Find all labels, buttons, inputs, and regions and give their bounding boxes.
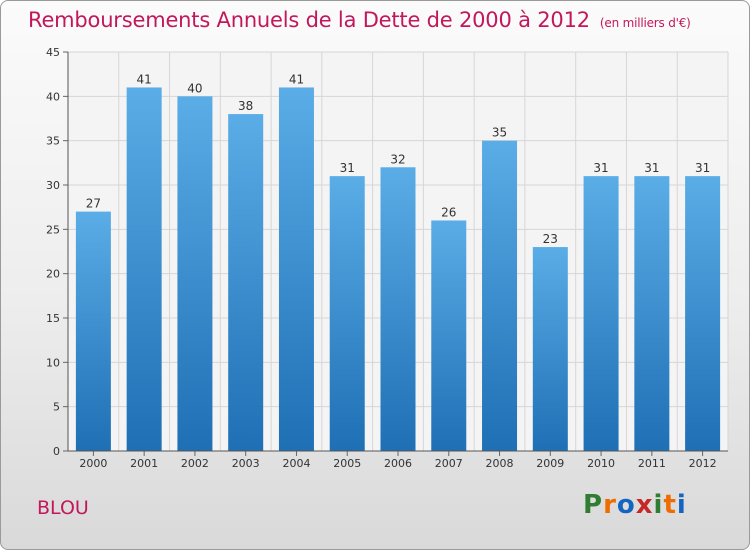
bar bbox=[228, 114, 264, 452]
logo-letter: i bbox=[676, 490, 687, 520]
x-tick-label: 2003 bbox=[232, 457, 260, 470]
data-label: 41 bbox=[289, 72, 304, 86]
x-tick-label: 2000 bbox=[79, 457, 107, 470]
logo-letter: x bbox=[635, 490, 654, 520]
data-label: 27 bbox=[86, 197, 101, 211]
x-tick-label: 2006 bbox=[384, 457, 412, 470]
y-tick-label: 45 bbox=[46, 46, 60, 59]
bar bbox=[380, 167, 416, 451]
bar bbox=[532, 247, 568, 451]
x-tick-label: 2012 bbox=[689, 457, 717, 470]
chart-title-text: Remboursements Annuels de la Dette de 20… bbox=[28, 8, 590, 32]
x-tick-label: 2009 bbox=[536, 457, 564, 470]
bar bbox=[329, 176, 365, 451]
bar bbox=[583, 176, 619, 451]
axes: 0 5 10 15 20 25 30 35 40 45 2000 2001 2002 2003 2004 20… bbox=[46, 46, 728, 470]
data-label: 35 bbox=[492, 126, 507, 140]
x-tick-label: 2010 bbox=[587, 457, 615, 470]
logo-letter: P bbox=[583, 490, 604, 520]
data-label: 41 bbox=[137, 72, 152, 86]
bar bbox=[685, 176, 721, 451]
y-tick-label: 20 bbox=[46, 268, 60, 281]
bar bbox=[482, 140, 518, 451]
y-tick-label: 5 bbox=[53, 401, 60, 414]
logo-letter: t bbox=[663, 490, 677, 520]
x-tick-label: 2002 bbox=[181, 457, 209, 470]
x-tick-label: 2005 bbox=[333, 457, 361, 470]
bars: 27 41 40 38 41 31 32 26 35 23 31 31 31 bbox=[75, 72, 721, 452]
x-tick-label: 2001 bbox=[130, 457, 158, 470]
bar bbox=[177, 96, 213, 451]
logo-letter: o bbox=[616, 490, 636, 520]
data-label: 31 bbox=[644, 161, 659, 175]
y-tick-label: 15 bbox=[46, 312, 60, 325]
chart-subtitle: (en milliers d'€) bbox=[599, 16, 691, 30]
commune-name: BLOU bbox=[37, 497, 89, 519]
data-label: 23 bbox=[543, 232, 558, 246]
bar bbox=[278, 87, 314, 451]
data-label: 31 bbox=[695, 161, 710, 175]
x-tick-label: 2011 bbox=[638, 457, 666, 470]
data-label: 38 bbox=[238, 99, 253, 113]
proxiti-logo: Proxiti bbox=[583, 490, 687, 520]
y-tick-label: 10 bbox=[46, 356, 60, 369]
y-tick-label: 0 bbox=[53, 445, 60, 458]
bar bbox=[126, 87, 162, 451]
data-label: 26 bbox=[441, 205, 456, 219]
data-label: 40 bbox=[187, 81, 202, 95]
y-tick-label: 35 bbox=[46, 135, 60, 148]
bar bbox=[75, 211, 111, 451]
x-tick-label: 2007 bbox=[435, 457, 463, 470]
logo-letter: r bbox=[603, 490, 617, 520]
data-label: 32 bbox=[390, 152, 405, 166]
bar bbox=[431, 220, 467, 451]
data-label: 31 bbox=[593, 161, 608, 175]
bar bbox=[634, 176, 670, 451]
data-label: 31 bbox=[340, 161, 355, 175]
y-tick-label: 30 bbox=[46, 179, 60, 192]
logo-letter: i bbox=[653, 490, 664, 520]
y-tick-label: 25 bbox=[46, 223, 60, 236]
x-tick-label: 2008 bbox=[486, 457, 514, 470]
y-tick-label: 40 bbox=[46, 90, 60, 103]
x-tick-label: 2004 bbox=[282, 457, 310, 470]
chart-title: Remboursements Annuels de la Dette de 20… bbox=[28, 8, 691, 32]
